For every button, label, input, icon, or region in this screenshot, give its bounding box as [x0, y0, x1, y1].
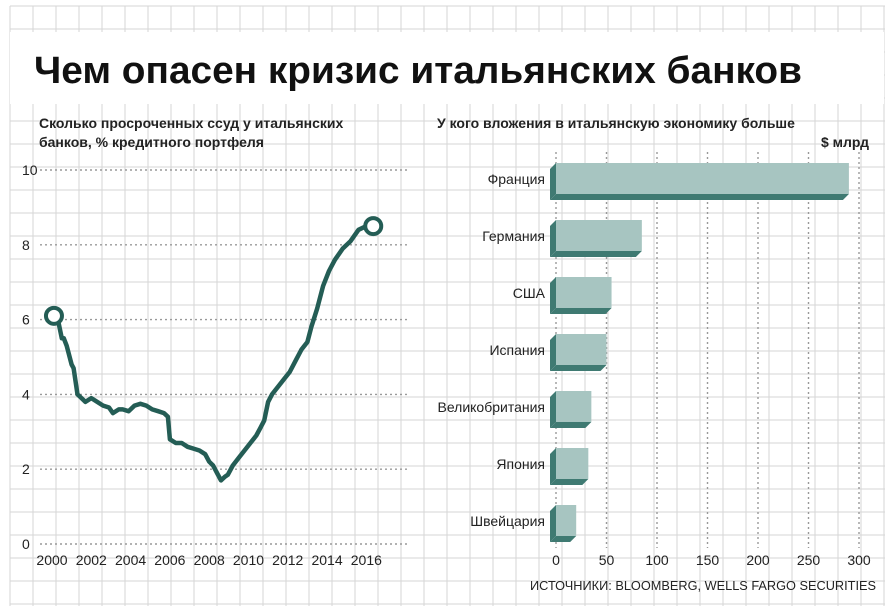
bar	[556, 505, 577, 536]
line-chart-x-tick-label: 2000	[36, 552, 67, 568]
bar-bottom-face	[550, 479, 589, 485]
bar-chart-x-tick-label: 200	[746, 552, 770, 568]
line-chart-y-ticks: 0 2 4 6 8 10	[22, 162, 38, 552]
bar	[556, 277, 612, 308]
bar-left-face	[550, 391, 556, 428]
bar-chart-x-tick-label: 0	[552, 552, 560, 568]
line-chart-x-tick-label: 2010	[233, 552, 264, 568]
line-chart-y-tick-label: 8	[22, 237, 30, 253]
bar-chart-x-tick-label: 50	[599, 552, 615, 568]
bar-category-label: Франция	[488, 171, 545, 187]
bar-chart-unit-label: $ млрд	[821, 134, 869, 150]
line-chart-series-line	[51, 223, 376, 483]
bar-left-face	[550, 277, 556, 314]
line-chart-y-tick-label: 2	[22, 461, 30, 477]
bar-chart-x-tick-label: 250	[797, 552, 821, 568]
source-note: ИСТОЧНИКИ: BLOOMBERG, WELLS FARGO SECURI…	[530, 578, 876, 593]
bar-chart-category-labels: Франция Германия США Испания Великобритания Я…	[437, 171, 545, 529]
line-chart: Сколько просроченных ссуд у итальянских …	[22, 115, 408, 568]
bar-bottom-face	[550, 194, 849, 200]
bar-chart-x-tick-label: 100	[645, 552, 669, 568]
bar-category-label: Великобритания	[437, 399, 545, 415]
line-chart-x-tick-label: 2004	[115, 552, 146, 568]
bar-left-face	[550, 220, 556, 257]
bar-chart-x-ticks: 0 50 100 150 200 250 300	[552, 552, 871, 568]
bar-category-label: США	[513, 285, 546, 301]
bar-bottom-face	[550, 536, 577, 542]
line-chart-x-tick-label: 2016	[351, 552, 382, 568]
line-chart-start-point	[43, 305, 64, 326]
line-chart-y-tick-label: 6	[22, 312, 30, 328]
bar-chart-x-tick-label: 150	[696, 552, 720, 568]
bar-bottom-face	[550, 251, 642, 257]
line-chart-x-tick-label: 2012	[272, 552, 303, 568]
bar-category-label: Япония	[496, 456, 545, 472]
main-title: Чем опасен кризис итальянских банков	[34, 50, 802, 92]
bar	[556, 163, 849, 194]
bar-left-face	[550, 334, 556, 371]
bar-chart-bars	[550, 163, 849, 542]
line-chart-x-tick-label: 2008	[194, 552, 225, 568]
line-chart-y-tick-label: 10	[22, 162, 38, 178]
bar-chart: У кого вложения в итальянскую экономику …	[437, 115, 871, 568]
bar-left-face	[550, 448, 556, 485]
bar-left-face	[550, 163, 556, 200]
line-chart-y-tick-label: 4	[22, 386, 30, 402]
bar-bottom-face	[550, 365, 607, 371]
line-chart-x-ticks: 2000 2002 2004 2006 2008 2010 2012 2014 2016	[36, 552, 382, 568]
bar-category-label: Швейцария	[470, 513, 545, 529]
line-chart-x-tick-label: 2006	[154, 552, 185, 568]
bar-category-label: Германия	[482, 228, 545, 244]
bar-chart-title: У кого вложения в итальянскую экономику …	[437, 115, 795, 131]
line-chart-series	[43, 216, 384, 483]
line-chart-x-tick-label: 2002	[76, 552, 107, 568]
line-chart-title-line-1: Сколько просроченных ссуд у итальянских	[39, 115, 344, 131]
bar-left-face	[550, 505, 556, 542]
line-chart-y-tick-label: 0	[22, 536, 30, 552]
line-chart-x-tick-label: 2014	[311, 552, 342, 568]
bar-chart-x-tick-label: 300	[847, 552, 871, 568]
line-chart-end-point	[363, 216, 384, 237]
bar	[556, 391, 592, 422]
bar-bottom-face	[550, 308, 612, 314]
bar	[556, 334, 607, 365]
title-backdrop	[10, 32, 884, 104]
line-chart-title-line-2: банков, % кредитного портфеля	[39, 134, 264, 150]
bar-bottom-face	[550, 422, 592, 428]
bar	[556, 448, 589, 479]
bar	[556, 220, 642, 251]
bar-category-label: Испания	[489, 342, 545, 358]
